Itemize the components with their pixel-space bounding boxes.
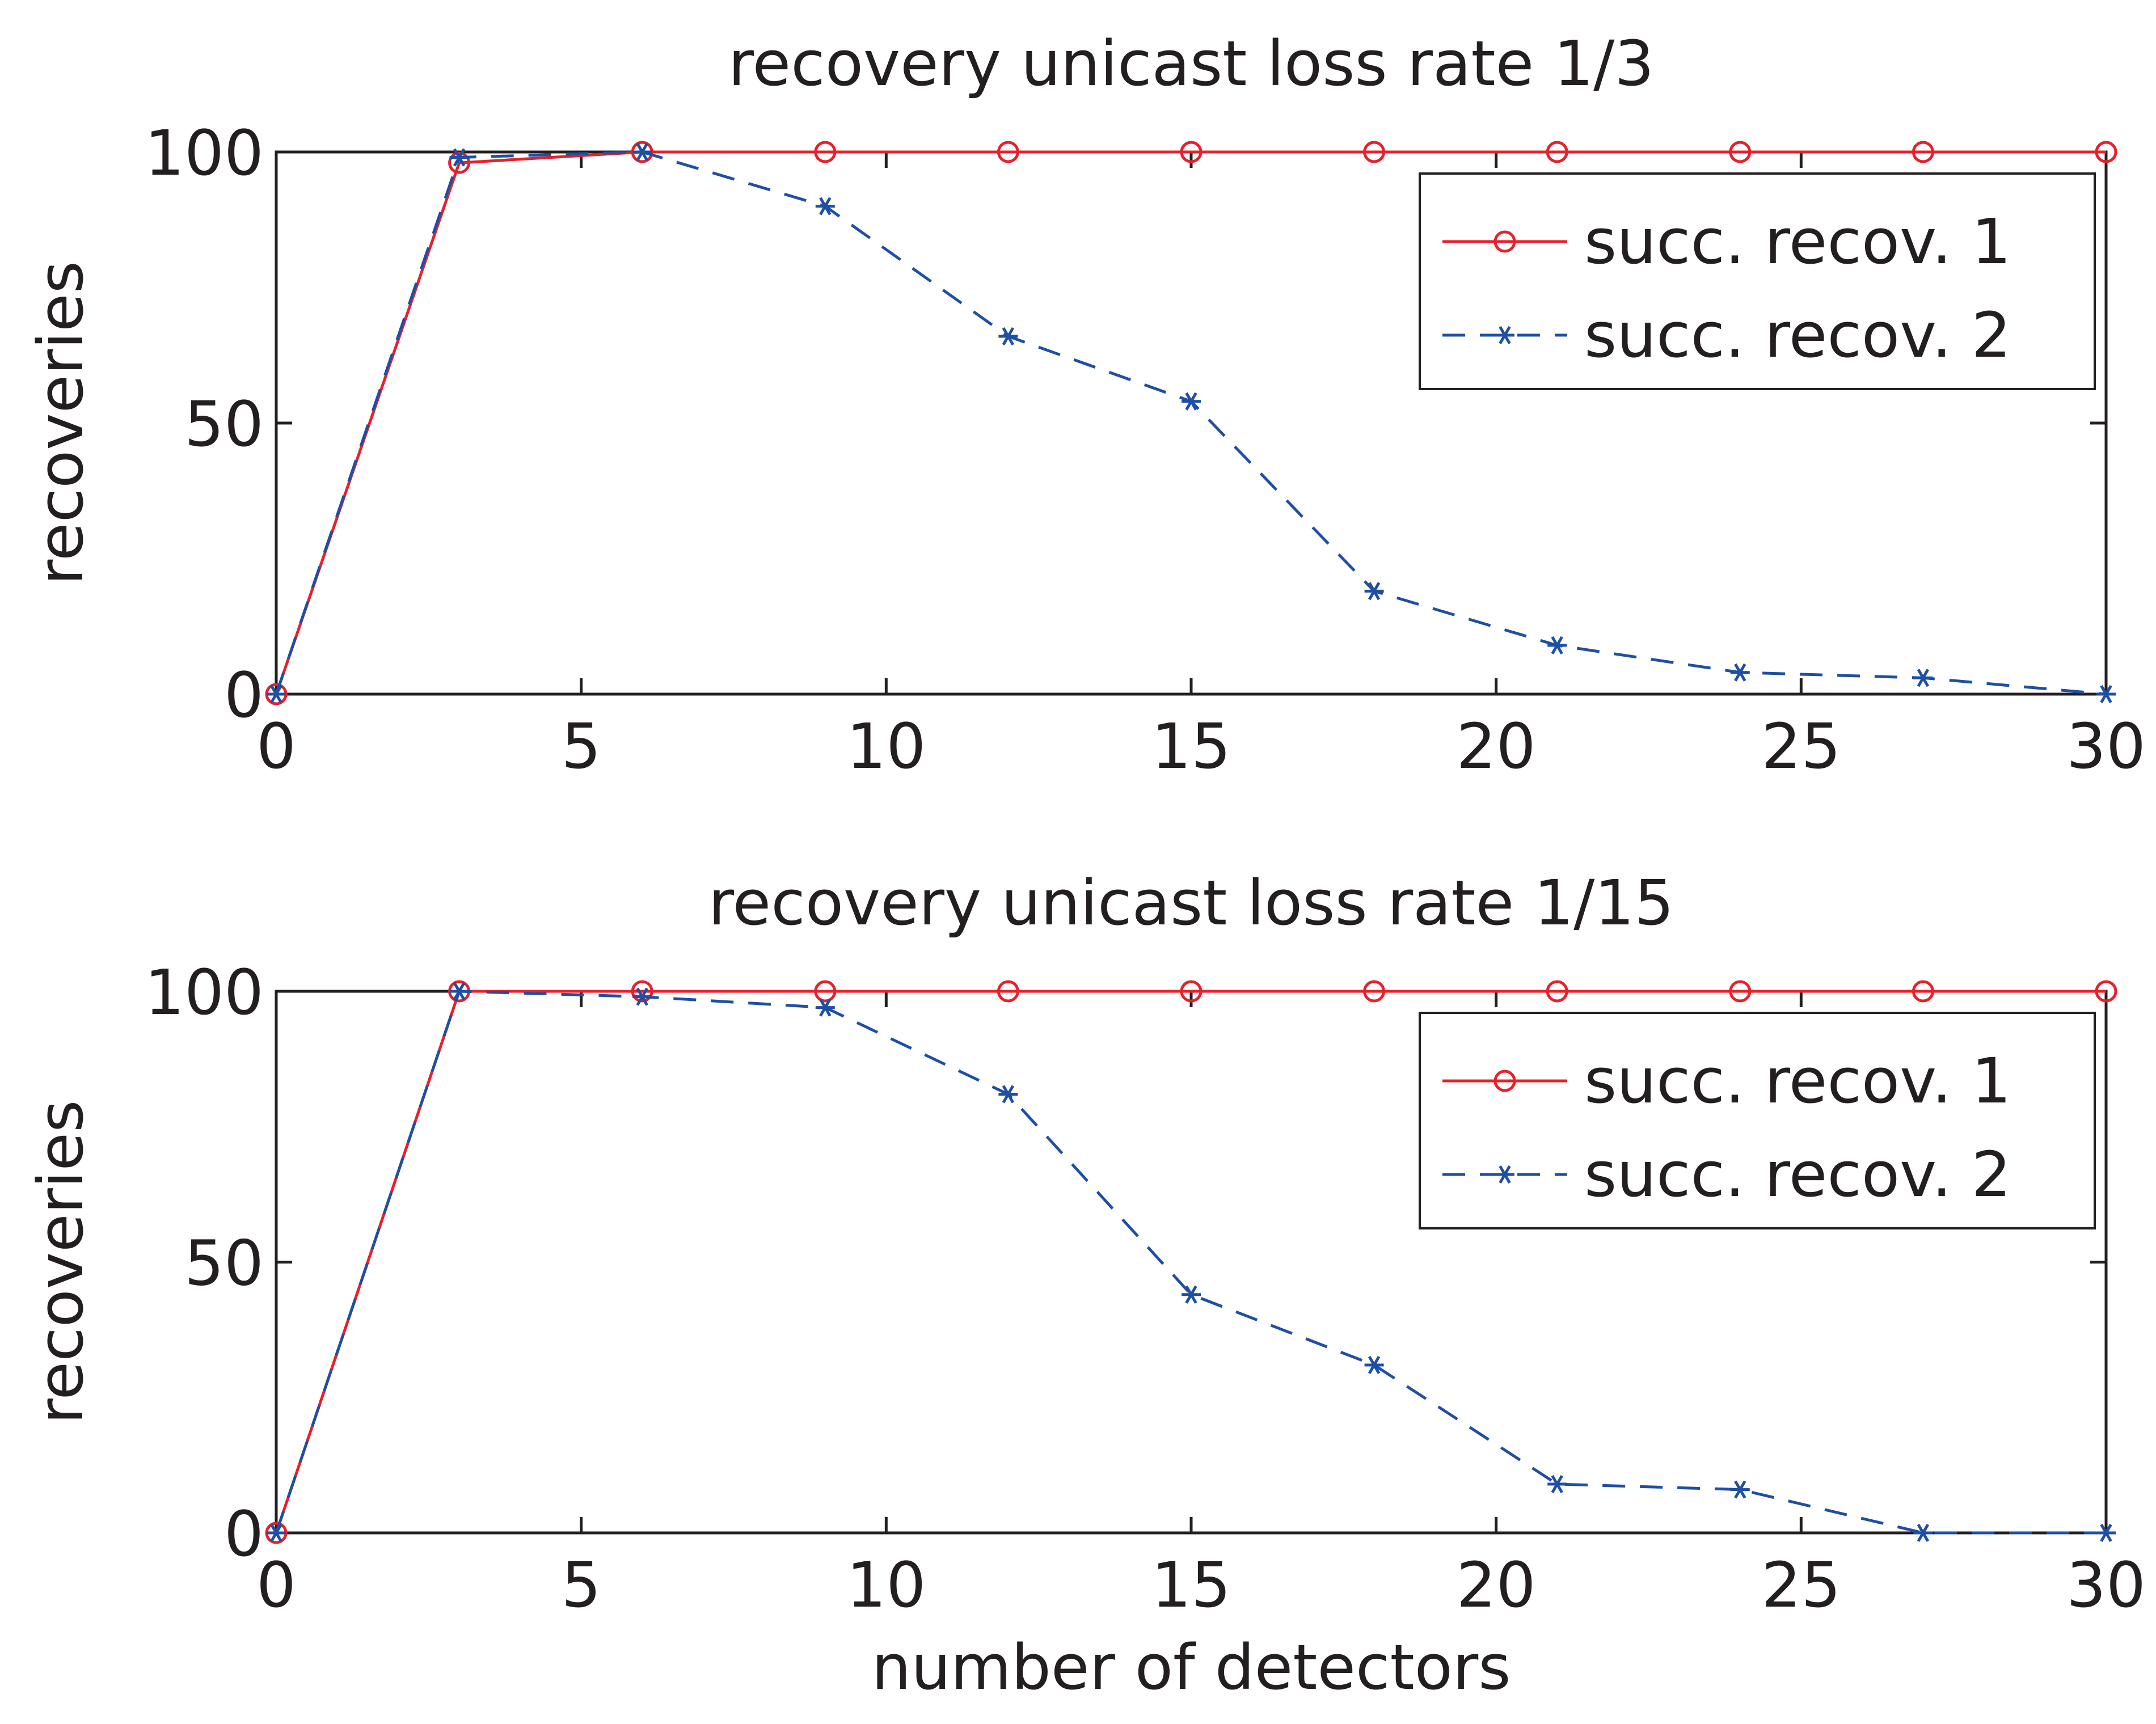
x-tick-label: 5 (562, 1549, 601, 1621)
x-tick-label: 20 (1457, 1549, 1536, 1621)
data-point-marker (1180, 980, 1203, 1003)
legend-box (1419, 1012, 2096, 1229)
data-point-marker (267, 1523, 286, 1543)
data-point-marker (997, 141, 1019, 163)
y-tick-label: 50 (184, 388, 264, 460)
data-point-marker (1546, 141, 1568, 163)
data-point-marker (1547, 1475, 1567, 1494)
data-point-marker (2095, 141, 2117, 163)
data-point-marker (998, 1085, 1018, 1104)
series-2 (267, 982, 2116, 1543)
x-tick-label: 10 (846, 710, 926, 783)
data-point-marker (267, 684, 286, 704)
x-tick-label: 20 (1457, 710, 1536, 783)
data-point-marker (1363, 980, 1386, 1003)
data-point-marker (449, 982, 469, 1001)
data-point-marker (814, 980, 837, 1003)
y-axis-label: recoveries (24, 261, 97, 585)
data-point-marker (632, 142, 652, 162)
data-point-marker (1729, 980, 1752, 1003)
series-line (275, 150, 2106, 695)
data-point-marker (998, 327, 1018, 346)
data-point-marker (1913, 669, 1933, 687)
legend-label: succ. recov. 1 (1584, 1045, 2011, 1117)
data-point-marker (1182, 1285, 1201, 1304)
legend: succ. recov. 1 succ. recov. 2 (1419, 172, 2096, 390)
x-tick-label: 25 (1761, 710, 1841, 783)
legend-box (1419, 172, 2096, 390)
data-point-marker (815, 998, 835, 1017)
chart-panel-1: recovery unicast loss rate 1/3 0 5 10 15 20 25… (24, 27, 2146, 783)
legend-label: succ. recov. 2 (1584, 1138, 2011, 1211)
series-line (275, 990, 2106, 1535)
legend: succ. recov. 1 succ. recov. 2 (1419, 1012, 2096, 1229)
x-tick-label: 15 (1151, 710, 1231, 783)
data-point-marker (997, 980, 1019, 1003)
data-point-marker (1495, 1165, 1514, 1184)
data-point-marker (814, 141, 837, 163)
data-point-marker (1729, 141, 1752, 163)
series-2 (267, 142, 2116, 704)
x-tick-label: 0 (256, 710, 296, 783)
chart-panel-2: recovery unicast loss rate 1/15 0 5 10 15 20 2… (24, 867, 2146, 1704)
x-tick-label: 30 (2066, 1549, 2146, 1621)
data-point-marker (1493, 230, 1516, 253)
data-point-marker (2096, 1523, 2116, 1543)
data-point-marker (632, 987, 652, 1006)
data-point-marker (815, 197, 835, 216)
data-point-marker (1547, 636, 1567, 654)
y-tick-label: 100 (145, 117, 264, 189)
data-point-marker (1546, 980, 1568, 1003)
data-point-marker (1912, 980, 1934, 1003)
x-tick-label: 25 (1761, 1549, 1841, 1621)
chart-title: recovery unicast loss rate 1/15 (708, 867, 1674, 939)
x-axis-label: number of detectors (871, 1631, 1511, 1704)
series-1 (265, 141, 2117, 705)
data-point-marker (1730, 663, 1750, 682)
data-point-marker (2095, 980, 2117, 1003)
data-point-marker (1912, 141, 1934, 163)
legend-label: succ. recov. 2 (1584, 299, 2011, 371)
data-point-marker (1182, 392, 1201, 411)
y-tick-label: 0 (224, 659, 264, 732)
x-tick-label: 15 (1151, 1549, 1231, 1621)
legend-label: succ. recov. 1 (1584, 205, 2011, 278)
data-point-marker (1493, 1070, 1516, 1092)
data-point-marker (2096, 684, 2116, 704)
data-point-marker (449, 148, 469, 167)
x-tick-label: 0 (256, 1549, 296, 1621)
x-tick-label: 10 (846, 1549, 926, 1621)
data-point-marker (1363, 141, 1386, 163)
data-point-marker (1730, 1480, 1750, 1499)
data-point-marker (631, 980, 653, 1003)
data-point-marker (1913, 1523, 1933, 1543)
chart-title: recovery unicast loss rate 1/3 (728, 27, 1655, 100)
x-tick-label: 5 (562, 710, 601, 783)
data-point-marker (1364, 582, 1384, 601)
data-point-marker (1495, 326, 1514, 345)
x-tick-label: 30 (2066, 710, 2146, 783)
data-point-marker (448, 151, 471, 174)
data-point-marker (1180, 141, 1203, 163)
y-tick-label: 50 (184, 1227, 264, 1300)
y-tick-label: 0 (224, 1498, 264, 1570)
y-tick-label: 100 (145, 956, 264, 1029)
y-axis-label: recoveries (24, 1100, 97, 1425)
series-line (275, 990, 2106, 1533)
data-point-marker (1364, 1355, 1384, 1374)
